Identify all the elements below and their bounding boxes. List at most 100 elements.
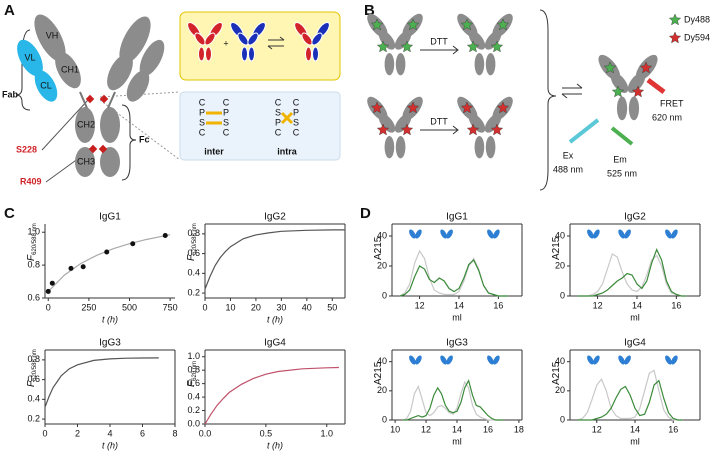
y-axis-label: F620/588 nm bbox=[26, 223, 38, 261]
fret-arrow bbox=[646, 78, 666, 94]
ex-label: Ex bbox=[563, 150, 574, 160]
y-tick-label: 0 bbox=[560, 414, 565, 424]
domain bbox=[395, 52, 406, 76]
x-tick-label: 10 bbox=[225, 302, 235, 312]
x-tick-label: 40 bbox=[302, 302, 312, 312]
x-axis-label: ml bbox=[452, 436, 462, 446]
domain bbox=[394, 113, 412, 133]
legend-label: Dy594 bbox=[684, 32, 710, 42]
chart-title: IgG4 bbox=[624, 338, 646, 349]
data-point bbox=[104, 249, 110, 255]
x-tick-label: 500 bbox=[122, 302, 137, 312]
y-tick-label: 40 bbox=[377, 356, 387, 366]
residue-letter: C bbox=[275, 127, 282, 137]
y-tick-label: 1.0 bbox=[187, 351, 200, 361]
fluorophore bbox=[490, 40, 504, 53]
y-axis-label: F620/588 nm bbox=[26, 349, 38, 387]
chart-title: IgG2 bbox=[264, 212, 286, 223]
icon bbox=[440, 355, 447, 365]
panel-label: D bbox=[360, 205, 371, 222]
residue-letter: C bbox=[199, 97, 206, 107]
domain bbox=[378, 113, 396, 133]
domain bbox=[139, 39, 165, 77]
pointer bbox=[41, 99, 89, 151]
y-axis-label-main: F bbox=[26, 380, 37, 387]
domain-label: CH3 bbox=[77, 156, 95, 166]
mutation-site bbox=[88, 144, 98, 154]
domain bbox=[107, 53, 133, 91]
domain-label: CH2 bbox=[77, 119, 95, 129]
bracket bbox=[539, 9, 557, 191]
y-tick-label: 0.4 bbox=[187, 268, 200, 278]
eq-arrow bbox=[561, 93, 568, 99]
y-tick-label: 40 bbox=[555, 230, 565, 240]
fluorophore bbox=[400, 123, 414, 136]
hinge-box bbox=[179, 91, 341, 161]
y-axis-label-main: F bbox=[186, 254, 197, 261]
disulfide bbox=[280, 111, 294, 125]
domain bbox=[485, 52, 496, 76]
y-tick-label: 40 bbox=[555, 356, 565, 366]
fret-label: FRET bbox=[660, 98, 684, 108]
x-tick-label: 0 bbox=[202, 302, 207, 312]
y-axis-label: A215 bbox=[551, 361, 562, 385]
mutation-site bbox=[99, 94, 109, 104]
fluorophore bbox=[668, 13, 682, 26]
fluorophore bbox=[460, 18, 474, 31]
x-tick-label: 16 bbox=[493, 300, 503, 310]
fluorophore bbox=[406, 18, 420, 31]
x-axis-label: ml bbox=[630, 312, 640, 322]
domain bbox=[75, 147, 95, 177]
icon bbox=[624, 229, 631, 239]
hinge bbox=[107, 91, 116, 109]
icon bbox=[409, 229, 416, 239]
residue-letter: C bbox=[293, 97, 300, 107]
domain bbox=[384, 136, 395, 159]
ex-label: 488 nm bbox=[553, 164, 583, 174]
fluorophore bbox=[400, 40, 414, 53]
y-tick-label: 0.6 bbox=[187, 248, 200, 258]
domain bbox=[75, 107, 95, 143]
ex-arrow bbox=[568, 118, 600, 144]
series-line bbox=[204, 229, 345, 290]
fluorophore bbox=[376, 40, 390, 53]
em-label: Em bbox=[613, 154, 627, 164]
residue-letter: S bbox=[199, 117, 205, 127]
series-line bbox=[47, 234, 171, 292]
domain bbox=[100, 147, 120, 177]
fret-label: 620 nm bbox=[652, 112, 682, 122]
domain bbox=[311, 32, 323, 46]
y-tick-label: 0.4 bbox=[27, 394, 40, 404]
y-tick-label: 0.8 bbox=[187, 365, 200, 375]
chart-title: IgG1 bbox=[446, 212, 468, 223]
domain bbox=[468, 113, 486, 133]
panel-label: A bbox=[4, 2, 15, 19]
residue-letter: S bbox=[293, 117, 299, 127]
bond-label: intra bbox=[277, 146, 297, 156]
domain bbox=[628, 96, 640, 121]
x-axis-label: ml bbox=[452, 312, 462, 322]
icon bbox=[671, 229, 678, 239]
y-axis-label-main: A215 bbox=[373, 236, 384, 260]
x-axis-label: t (h) bbox=[102, 314, 118, 324]
y-tick-label: 40 bbox=[377, 230, 387, 240]
y-tick-label: 0.2 bbox=[27, 413, 40, 423]
domain bbox=[100, 107, 120, 143]
domain bbox=[474, 52, 485, 76]
y-tick-label: 20 bbox=[377, 385, 387, 395]
mutation-site bbox=[98, 144, 108, 154]
y-axis-label: A215 bbox=[373, 361, 384, 385]
series-line bbox=[402, 380, 504, 421]
icon bbox=[446, 229, 453, 239]
x-axis-label: t (h) bbox=[267, 440, 283, 450]
hinge bbox=[79, 91, 88, 109]
x-tick-label: 12 bbox=[421, 424, 431, 434]
residue-letter: C bbox=[223, 127, 230, 137]
y-tick-label: 1.0 bbox=[27, 227, 40, 237]
panel-label: B bbox=[364, 2, 375, 19]
x-tick-label: 14 bbox=[454, 300, 464, 310]
x-axis-label: t (h) bbox=[267, 314, 283, 324]
fluorophore bbox=[370, 101, 384, 114]
domain-label: CL bbox=[40, 80, 52, 90]
data-point bbox=[80, 264, 86, 270]
